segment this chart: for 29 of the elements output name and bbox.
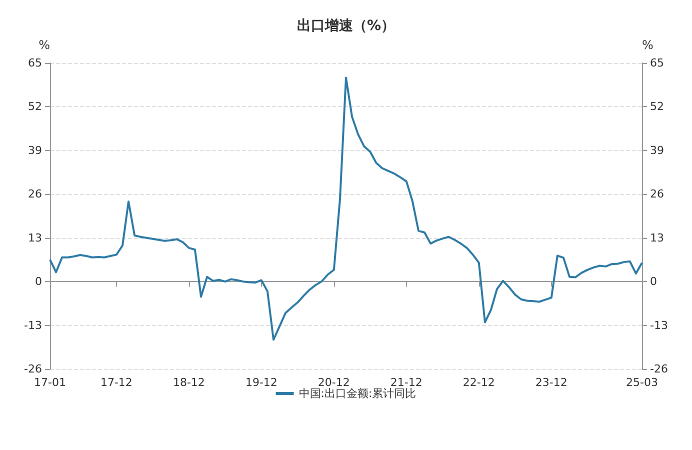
- y2-tick-label: 0: [650, 275, 657, 288]
- y2-axis-title: %: [642, 38, 654, 52]
- y-tick-label: 39: [28, 144, 42, 157]
- y-tick-label: 52: [28, 100, 42, 114]
- y-tick-label: 26: [28, 188, 42, 201]
- y2-tick-label: 39: [650, 144, 664, 157]
- x-tick-label: 21-12: [390, 376, 422, 389]
- y2-tick-label: 26: [650, 188, 664, 201]
- x-tick-label: 23-12: [535, 376, 568, 389]
- y-tick-label: 0: [35, 275, 42, 288]
- y-tick-label: -26: [24, 362, 42, 376]
- x-tick-label: 18-12: [172, 376, 205, 389]
- y-axis-title: %: [38, 38, 50, 52]
- y2-tick-label: -13: [650, 318, 668, 332]
- y-tick-label: -13: [24, 318, 42, 332]
- x-tick-label: 17-12: [100, 376, 132, 389]
- y-tick-label: 65: [28, 56, 42, 70]
- y-tick-label: 13: [28, 231, 42, 244]
- chart-title: 出口增速（%）: [296, 18, 396, 34]
- y2-tick-label: 52: [650, 100, 664, 114]
- x-tick-label: 17-01: [34, 376, 66, 389]
- x-tick-label: 25-03: [626, 376, 658, 389]
- y2-tick-label: 65: [650, 56, 664, 70]
- y2-tick-label: 13: [650, 231, 664, 244]
- x-tick-label: 19-12: [245, 376, 278, 389]
- x-tick-label: 20-12: [318, 376, 350, 389]
- y2-tick-label: -26: [650, 362, 668, 376]
- legend-label: 中国:出口金额:累计同比: [298, 387, 416, 400]
- x-tick-label: 22-12: [462, 376, 495, 389]
